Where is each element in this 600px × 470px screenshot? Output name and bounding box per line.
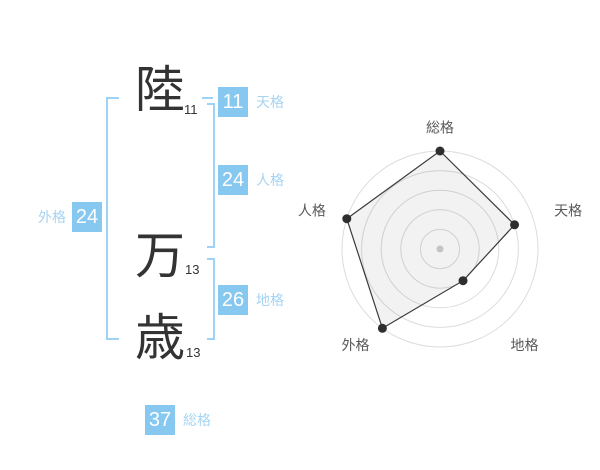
radar-point [510,220,520,230]
badge-group-jinkaku: 24 人格 [218,165,284,195]
stroke-count-1: 11 [184,102,198,117]
stroke-count-3: 13 [186,345,201,360]
tenkaku-value-badge: 11 [218,87,248,117]
radar-axis-label: 外格 [341,337,369,353]
badge-group-soukaku: 37 総格 [145,405,211,435]
radar-axis-label: 地格 [511,337,539,353]
radar-chart: 総格天格地格 外格 人格 [290,105,590,395]
soukaku-value-badge: 37 [145,405,175,435]
gaikaku-value-badge: 24 [72,202,102,232]
chikaku-value-badge: 26 [218,285,248,315]
radar-ring [361,170,519,328]
tenkaku-label: 天格 [256,94,284,110]
radar-axis-label: 天格 [554,203,582,219]
soukaku-label: 総格 [183,412,211,428]
radar-center-dot [436,245,444,253]
radar-axis-label: 総格 [426,120,454,136]
badge-group-chikaku: 26 地格 [218,285,284,315]
jinkaku-value-badge: 24 [218,165,248,195]
radar-ring [380,189,500,309]
stroke-count-2: 13 [185,262,200,277]
chikaku-label: 地格 [256,292,284,308]
radar-ring [419,228,461,270]
jinkaku-label: 人格 [256,172,284,188]
radar-point [458,276,468,286]
bracket-chikaku [207,258,215,340]
badge-group-tenkaku: 11 天格 [218,87,284,117]
radar-point [342,214,352,224]
bracket-jinkaku [207,103,215,248]
radar-axis-label: 人格 [298,203,326,219]
badge-group-gaikaku: 外格 24 [38,202,102,232]
radar-point [377,323,387,333]
bracket-gaikaku [106,97,119,340]
name-character-3: 歳 [135,309,185,367]
radar-ring [400,209,480,289]
name-character-2: 万 [135,227,185,285]
radar-point [435,146,445,156]
name-character-1: 陸 [135,61,185,119]
radar-polygon [346,150,516,330]
gaikaku-label: 外格 [38,209,66,225]
connector-tenkaku [202,97,213,99]
